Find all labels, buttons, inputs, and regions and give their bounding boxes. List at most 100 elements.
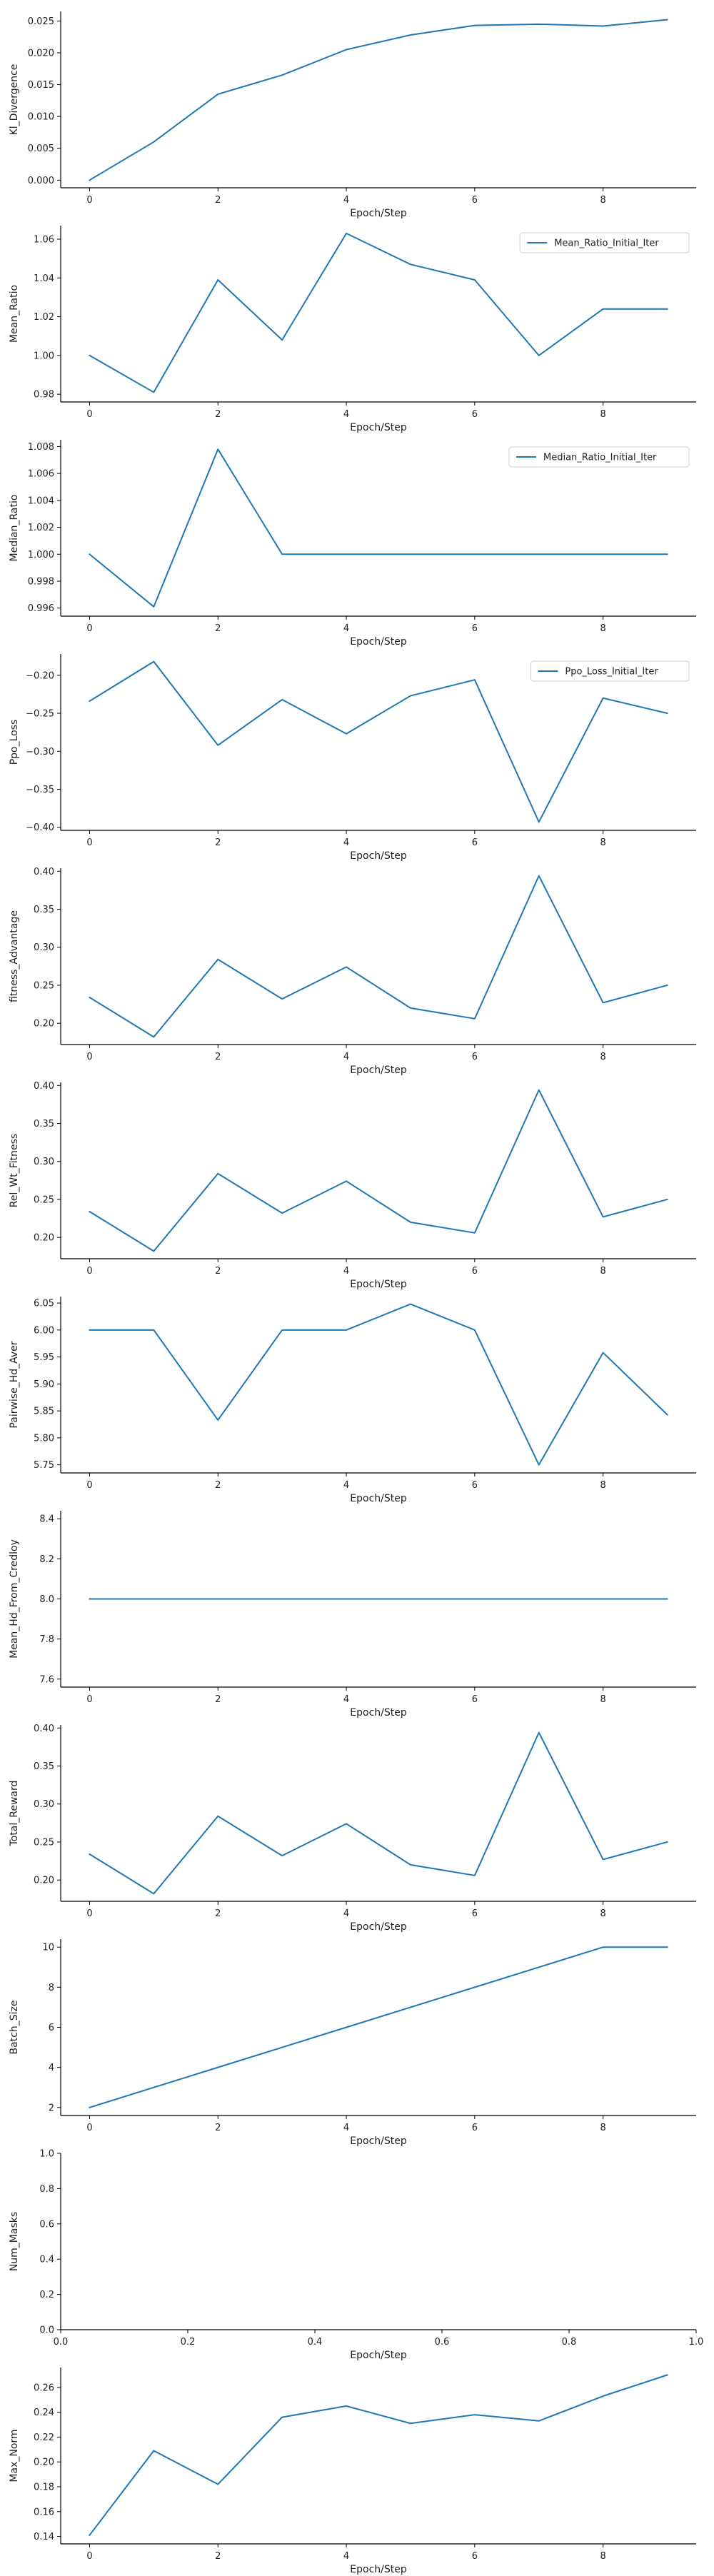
series-line bbox=[89, 20, 667, 181]
x-tick-label: 0.8 bbox=[562, 2337, 577, 2348]
y-tick-label: 0.015 bbox=[28, 80, 54, 91]
x-tick-label: 8 bbox=[600, 1266, 606, 1277]
y-tick-label: 0.20 bbox=[34, 1019, 54, 1030]
y-axis-label: Mean_Hd_From_Credloy bbox=[9, 1539, 20, 1659]
x-tick-label: 0 bbox=[86, 1052, 92, 1062]
series-line bbox=[89, 1304, 667, 1465]
legend: Ppo_Loss_Initial_Iter bbox=[531, 661, 689, 681]
x-tick-label: 6 bbox=[472, 1052, 478, 1062]
y-tick-label: 0.35 bbox=[34, 1761, 54, 1772]
y-tick-label: 0.40 bbox=[34, 1724, 54, 1734]
y-tick-label: 6.00 bbox=[34, 1325, 54, 1336]
y-axis-label: Batch_Size bbox=[9, 2001, 20, 2055]
x-tick-label: 1.0 bbox=[689, 2337, 704, 2348]
y-tick-label: 0.6 bbox=[39, 2219, 54, 2230]
y-tick-label: 0.16 bbox=[34, 2507, 54, 2517]
x-tick-label: 4 bbox=[343, 1266, 349, 1277]
x-tick-label: 4 bbox=[343, 1052, 349, 1062]
legend-label: Mean_Ratio_Initial_Iter bbox=[554, 238, 659, 249]
legend: Mean_Ratio_Initial_Iter bbox=[520, 233, 689, 253]
y-tick-label: 1.006 bbox=[28, 469, 54, 480]
y-tick-label: 0.2 bbox=[39, 2290, 54, 2300]
x-tick-label: 8 bbox=[600, 2551, 606, 2562]
x-tick-label: 0 bbox=[86, 1480, 92, 1491]
y-tick-label: 0.18 bbox=[34, 2482, 54, 2492]
y-tick-label: 5.90 bbox=[34, 1379, 54, 1390]
y-tick-label: −0.25 bbox=[26, 709, 54, 720]
x-tick-label: 8 bbox=[600, 1908, 606, 1919]
y-tick-label: 8.0 bbox=[39, 1594, 54, 1605]
y-axis-label: Mean_Ratio bbox=[9, 285, 20, 343]
x-tick-label: 6 bbox=[472, 195, 478, 206]
y-tick-label: 0.98 bbox=[34, 390, 54, 401]
y-tick-label: 2 bbox=[49, 2103, 54, 2113]
x-tick-label: 8 bbox=[600, 1694, 606, 1705]
x-tick-label: 8 bbox=[600, 1052, 606, 1062]
x-tick-label: 2 bbox=[215, 1908, 221, 1919]
y-tick-label: 0.005 bbox=[28, 144, 54, 154]
y-tick-label: 0.000 bbox=[28, 176, 54, 186]
x-axis-label: Epoch/Step bbox=[350, 1279, 407, 1290]
y-tick-label: −0.40 bbox=[26, 822, 54, 833]
y-tick-label: 1.004 bbox=[28, 495, 54, 506]
y-tick-label: 0.20 bbox=[34, 1876, 54, 1886]
series-line bbox=[89, 1733, 667, 1894]
x-tick-label: 2 bbox=[215, 1052, 221, 1062]
x-axis-label: Epoch/Step bbox=[350, 1921, 407, 1933]
x-tick-label: 0.2 bbox=[181, 2337, 196, 2348]
y-tick-label: 1.00 bbox=[34, 351, 54, 361]
y-tick-label: 1.0 bbox=[39, 2149, 54, 2160]
series-line bbox=[89, 1947, 667, 2108]
y-tick-label: 0.0 bbox=[39, 2325, 54, 2336]
y-tick-label: 0.998 bbox=[28, 576, 54, 587]
y-tick-label: 0.35 bbox=[34, 905, 54, 915]
x-tick-label: 0 bbox=[86, 409, 92, 420]
x-tick-label: 6 bbox=[472, 1266, 478, 1277]
y-tick-label: 0.30 bbox=[34, 942, 54, 953]
x-tick-label: 2 bbox=[215, 623, 221, 634]
x-tick-label: 4 bbox=[343, 1480, 349, 1491]
y-tick-label: 5.75 bbox=[34, 1460, 54, 1471]
y-tick-label: −0.30 bbox=[26, 747, 54, 758]
y-tick-label: 0.020 bbox=[28, 48, 54, 59]
y-tick-label: 0.20 bbox=[34, 1233, 54, 1244]
y-tick-label: 0.30 bbox=[34, 1799, 54, 1810]
x-tick-label: 4 bbox=[343, 2551, 349, 2562]
x-axis-label: Epoch/Step bbox=[350, 850, 407, 862]
y-tick-label: 0.25 bbox=[34, 1194, 54, 1205]
y-tick-label: 6 bbox=[49, 2023, 54, 2033]
y-tick-label: 1.008 bbox=[28, 442, 54, 453]
y-tick-label: 6.05 bbox=[34, 1299, 54, 1309]
series-line bbox=[89, 662, 667, 822]
x-tick-label: 0.0 bbox=[54, 2337, 69, 2348]
y-tick-label: 7.8 bbox=[39, 1634, 54, 1645]
y-axis-label: fitness_Advantage bbox=[9, 910, 20, 1002]
x-tick-label: 6 bbox=[472, 1694, 478, 1705]
x-axis-label: Epoch/Step bbox=[350, 2350, 407, 2361]
x-tick-label: 0 bbox=[86, 195, 92, 206]
x-axis-label: Epoch/Step bbox=[350, 2564, 407, 2575]
x-tick-label: 8 bbox=[600, 195, 606, 206]
x-tick-label: 8 bbox=[600, 837, 606, 848]
x-tick-label: 0 bbox=[86, 623, 92, 634]
x-axis-label: Epoch/Step bbox=[350, 2135, 407, 2147]
y-tick-label: 5.80 bbox=[34, 1433, 54, 1444]
x-tick-label: 2 bbox=[215, 2551, 221, 2562]
y-tick-label: 0.025 bbox=[28, 16, 54, 27]
y-tick-label: 1.04 bbox=[34, 273, 54, 284]
x-tick-label: 0 bbox=[86, 2551, 92, 2562]
y-tick-label: 1.06 bbox=[34, 235, 54, 246]
x-tick-label: 2 bbox=[215, 1694, 221, 1705]
y-tick-label: −0.35 bbox=[26, 785, 54, 795]
